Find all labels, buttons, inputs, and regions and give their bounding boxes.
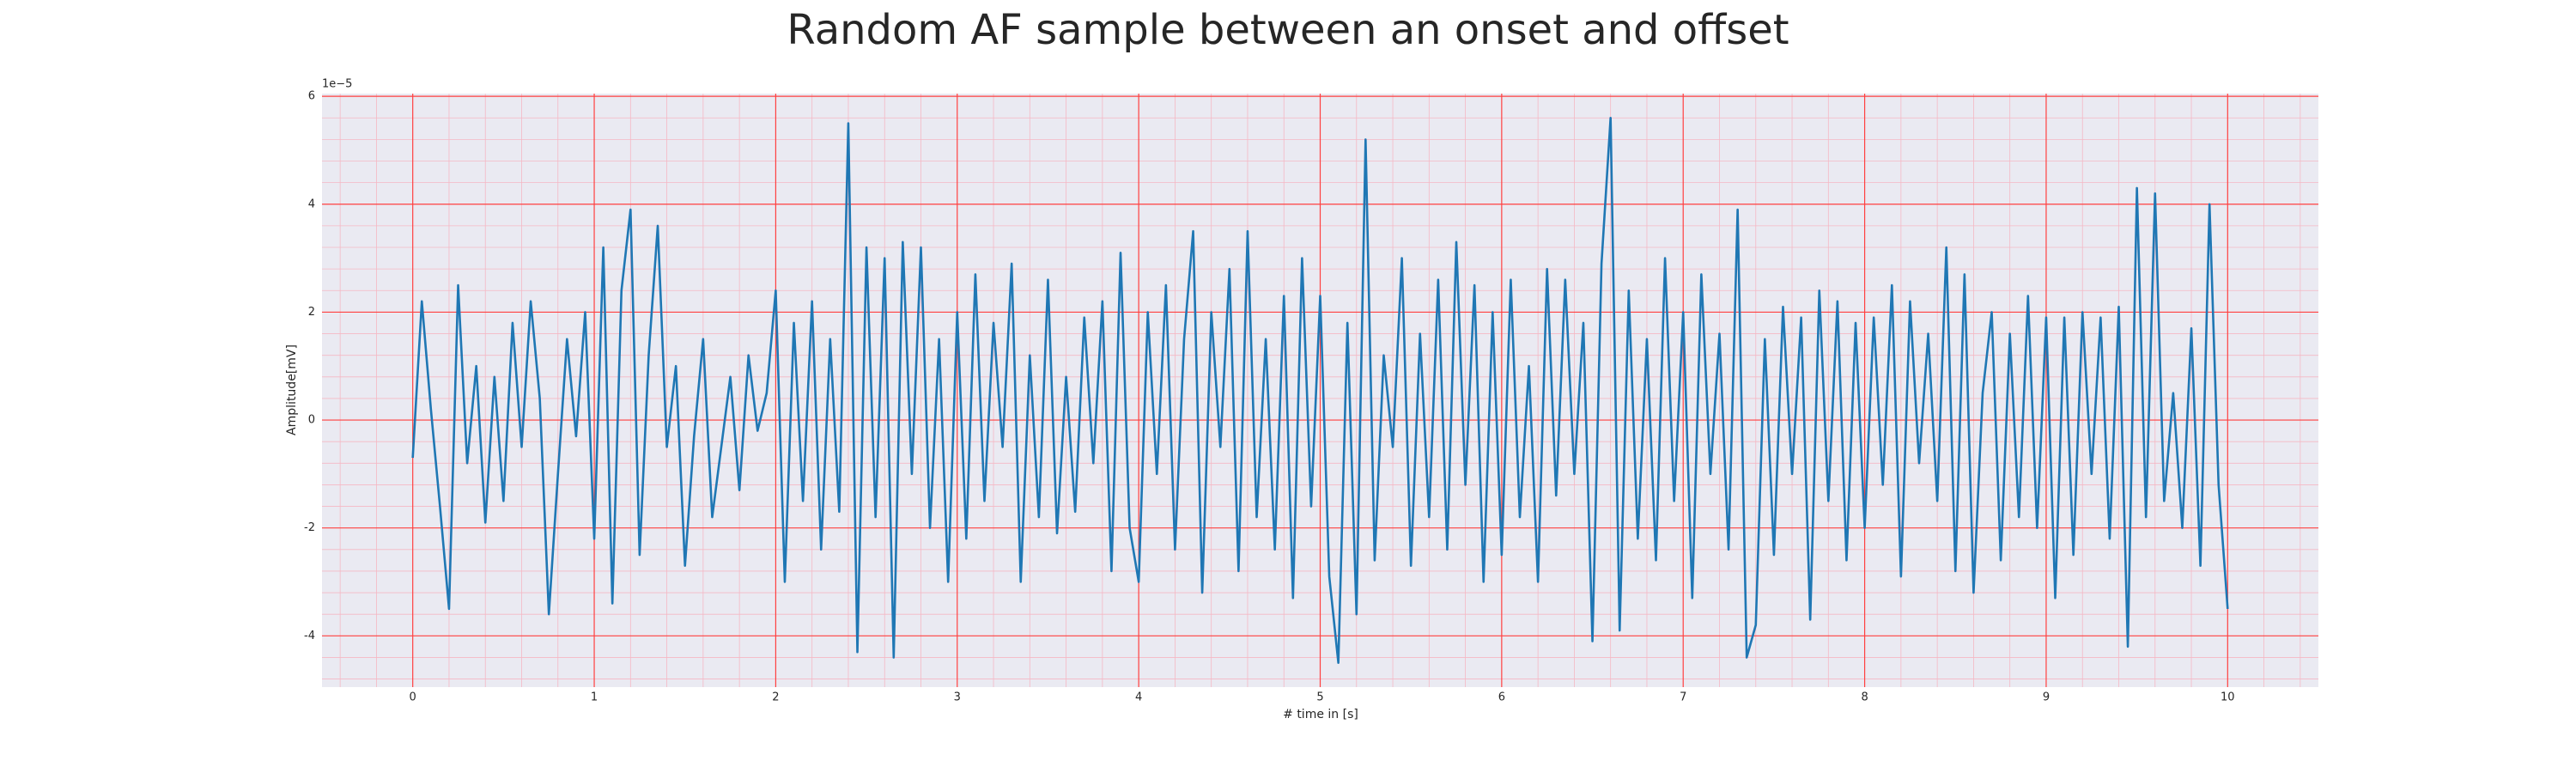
y-tick-label: 6 — [308, 90, 315, 103]
y-tick-label: 4 — [308, 198, 315, 210]
x-tick-label: 10 — [2221, 691, 2235, 704]
data-line — [411, 116, 2229, 665]
x-tick-label: 3 — [954, 691, 961, 704]
x-axis-label: # time in [s] — [1283, 708, 1358, 721]
offset-label: 1e−5 — [322, 78, 352, 91]
x-tick-label: 6 — [1498, 691, 1505, 704]
y-tick-label: 0 — [308, 414, 315, 427]
y-tick-label: -2 — [304, 521, 315, 534]
chart-title: Random AF sample between an onset and of… — [787, 6, 1789, 54]
x-tick-label: 2 — [772, 691, 779, 704]
y-tick-label: -4 — [304, 630, 315, 642]
x-tick-label: 9 — [2043, 691, 2050, 704]
x-tick-label: 4 — [1135, 691, 1142, 704]
x-tick-label: 0 — [410, 691, 416, 704]
x-tick-label: 5 — [1316, 691, 1323, 704]
y-tick-label: 2 — [308, 306, 315, 319]
x-tick-label: 7 — [1680, 691, 1686, 704]
x-tick-label: 1 — [591, 691, 598, 704]
x-tick-label: 8 — [1861, 691, 1868, 704]
y-axis-label: Amplitude[mV] — [285, 344, 299, 435]
